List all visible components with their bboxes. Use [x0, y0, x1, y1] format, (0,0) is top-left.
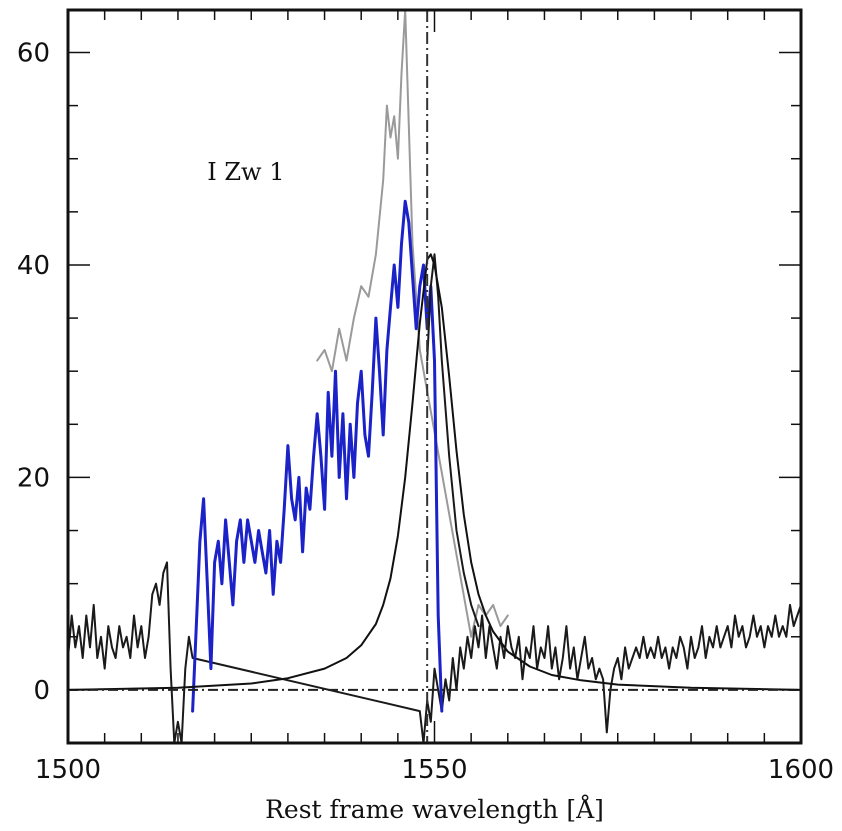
reference-lines — [68, 10, 801, 743]
plot-frame — [66, 8, 803, 745]
y-tick-label: 0 — [33, 676, 50, 706]
series-line-1 — [316, 10, 509, 638]
series-line-2 — [68, 561, 801, 743]
x-axis-title: Rest frame wavelength [Å] — [265, 794, 604, 824]
y-tick-label: 40 — [17, 251, 50, 281]
series-line-5 — [68, 253, 801, 691]
axis-ticks — [67, 10, 802, 744]
x-tick-label: 1600 — [768, 755, 834, 785]
y-tick-label: 60 — [17, 38, 50, 68]
object-label: I Zw 1 — [207, 158, 284, 186]
y-tick-label: 20 — [17, 463, 50, 493]
series-line-3 — [191, 199, 444, 713]
series-layer — [68, 10, 801, 743]
x-tick-label: 1550 — [401, 755, 467, 785]
series-line-4 — [426, 253, 480, 628]
tick-labels: 1500 1550 1600 0 20 40 60 — [17, 38, 834, 785]
x-tick-label: 1500 — [35, 755, 101, 785]
